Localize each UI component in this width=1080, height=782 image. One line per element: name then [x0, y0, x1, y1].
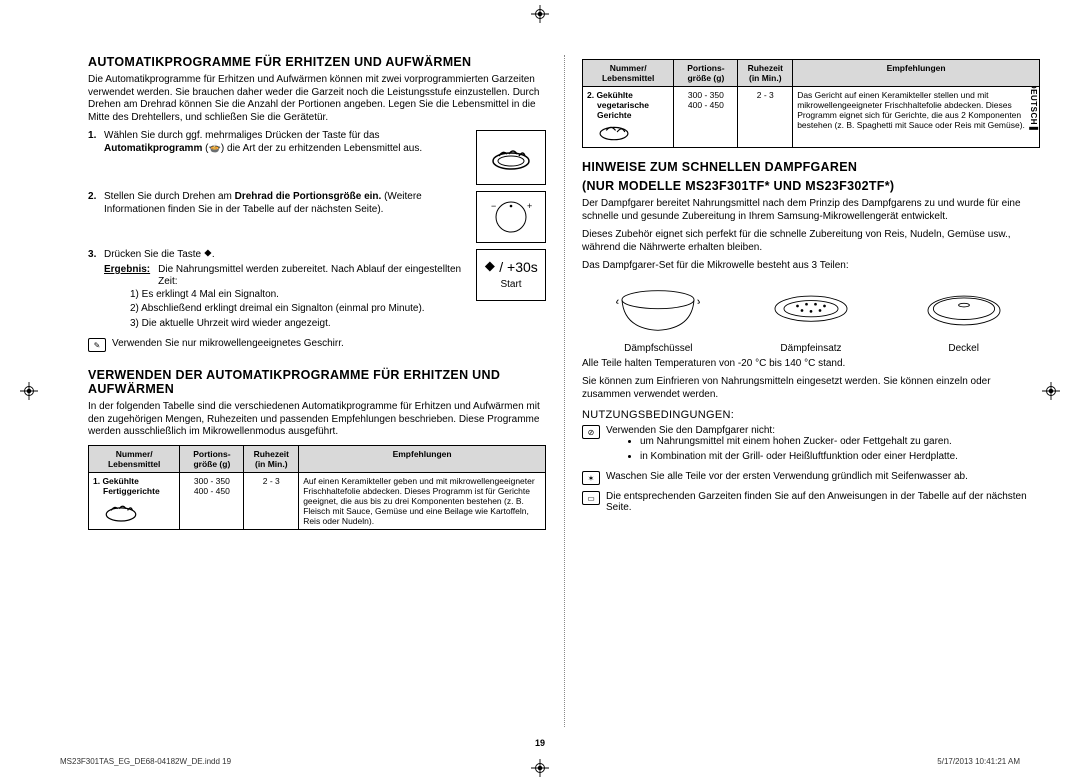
steam-label-1: Dämpfschüssel — [613, 343, 703, 354]
result-label: Ergebnis: — [104, 264, 150, 289]
th-portion: Portions- größe (g) — [674, 60, 738, 87]
steam-p4: Alle Teile halten Temperaturen von -20 °… — [582, 358, 1040, 371]
usage-1a: um Nahrungsmittel mit einem hohen Zucker… — [640, 436, 1040, 449]
note-text: Verwenden Sie nur mikrowellengeeignetes … — [112, 338, 344, 349]
row-portion-a: 300 - 350 — [184, 476, 239, 486]
steam-p5: Sie können zum Einfrieren von Nahrungsmi… — [582, 376, 1040, 401]
usage-note-2: ✶ Waschen Sie alle Teile vor der ersten … — [582, 471, 1040, 485]
heading-usage: NUTZUNGSBEDINGUNGEN: — [582, 409, 1040, 421]
step-3: Drücken Sie die Taste ⯁. Ergebnis: Die N… — [104, 249, 546, 332]
th-rec: Empfehlungen — [299, 445, 546, 472]
row2-label-c: Gerichte — [587, 110, 669, 120]
usage-note-3: ▭ Die entsprechenden Garzeiten finden Si… — [582, 491, 1040, 513]
steam-p3: Das Dampfgarer-Set für die Mikrowelle be… — [582, 260, 1040, 273]
footer-left: MS23F301TAS_EG_DE68-04182W_DE.indd 19 — [60, 757, 231, 766]
row-rest: 2 - 3 — [244, 472, 299, 529]
page-number: 19 — [535, 738, 545, 748]
row-portion-b: 400 - 450 — [184, 486, 239, 496]
row2-label-b: vegetarische — [587, 100, 669, 110]
auto-program-button-icon — [476, 130, 546, 185]
steam-p2: Dieses Zubehör eignet sich perfekt für d… — [582, 229, 1040, 254]
right-column: Nummer/ Lebensmittel Portions- größe (g)… — [582, 55, 1040, 727]
th-rest: Ruhezeit (in Min.) — [738, 60, 793, 87]
steam-lid-icon — [919, 283, 1009, 338]
table-row: 2. Gekühlte vegetarische Gerichte 300 - … — [583, 87, 1040, 148]
start-button-icon: ⯁ / +30s Start — [476, 249, 546, 301]
result-sub-2: 2) Abschließend erklingt dreimal ein Sig… — [130, 303, 468, 316]
usage-note-1: ⊘ Verwenden Sie den Dampfgarer nicht: um… — [582, 425, 1040, 465]
prohibit-icon: ⊘ — [582, 425, 600, 439]
step-2: Stellen Sie durch Drehen am Drehrad die … — [104, 191, 546, 243]
step-2-bold: Drehrad die Portionsgröße ein. — [235, 191, 382, 202]
row2-rest: 2 - 3 — [738, 87, 793, 148]
usage-3-text: Die entsprechenden Garzeiten finden Sie … — [606, 491, 1040, 513]
row-label-b: Fertiggerichte — [93, 486, 175, 496]
note-icon: ✎ — [88, 338, 106, 352]
row2-portion-b: 400 - 450 — [678, 100, 733, 110]
result-sub-1: 1) Es erklingt 4 Mal ein Signalton. — [130, 289, 468, 302]
steamer-parts: Dämpfschüssel Dämpfeinsatz Deckel — [582, 283, 1040, 354]
table-row: 1. Gekühlte Fertiggerichte 300 - 350 400… — [89, 472, 546, 529]
result-sub-3: 3) Die aktuelle Uhrzeit wird wieder ange… — [130, 318, 468, 331]
usage-1-text: Verwenden Sie den Dampfgarer nicht: — [606, 425, 1040, 436]
start-icon-bottom: Start — [500, 279, 521, 292]
footer-right: 5/17/2013 10:41:21 AM — [937, 757, 1020, 766]
step-1-text-pre: Wählen Sie durch ggf. mehrmaliges Drücke… — [104, 130, 380, 141]
heading-steam-a: HINWEISE ZUM SCHNELLEN DAMPFGAREN — [582, 160, 1040, 174]
result-text: Die Nahrungsmittel werden zubereitet. Na… — [158, 264, 468, 289]
step-2-text-pre: Stellen Sie durch Drehen am — [104, 191, 235, 202]
step-1-text-post: (🍲) die Art der zu erhitzenden Lebensmit… — [202, 143, 422, 154]
heading-auto-programs: AUTOMATIKPROGRAMME FÜR ERHITZEN UND AUFW… — [88, 55, 546, 69]
row2-rec: Das Gericht auf einen Keramikteller stel… — [793, 87, 1040, 148]
row-rec: Auf einen Keramikteller geben und mit mi… — [299, 472, 546, 529]
th-portion: Portions- größe (g) — [180, 445, 244, 472]
heading-steam-b: (NUR MODELLE MS23F301TF* UND MS23F302TF*… — [582, 179, 1040, 193]
th-rest: Ruhezeit (in Min.) — [244, 445, 299, 472]
step-1: Wählen Sie durch ggf. mehrmaliges Drücke… — [104, 130, 546, 185]
row-label-a: 1. Gekühlte — [93, 476, 175, 486]
crop-mark-icon — [20, 382, 38, 400]
crop-mark-icon — [1042, 382, 1060, 400]
wash-icon: ✶ — [582, 471, 600, 485]
steam-label-2: Dämpfeinsatz — [766, 343, 856, 354]
table-ref-icon: ▭ — [582, 491, 600, 505]
dish-icon — [103, 500, 139, 524]
th-food: Nummer/ Lebensmittel — [583, 60, 674, 87]
svg-text:+: + — [527, 201, 532, 211]
usage-2-text: Waschen Sie alle Teile vor der ersten Ve… — [606, 471, 1040, 482]
dial-icon: −+ — [476, 191, 546, 243]
veg-dish-icon — [597, 122, 631, 142]
steam-bowl-icon — [613, 283, 703, 338]
left-column: AUTOMATIKPROGRAMME FÜR ERHITZEN UND AUFW… — [88, 55, 546, 727]
programs-table-1: Nummer/ Lebensmittel Portions- größe (g)… — [88, 445, 546, 530]
using-programs-paragraph: In der folgenden Tabelle sind die versch… — [88, 401, 546, 439]
steam-label-3: Deckel — [919, 343, 1009, 354]
note-dishes: ✎ Verwenden Sie nur mikrowellengeeignete… — [88, 338, 546, 352]
step-3-text: Drücken Sie die Taste ⯁. — [104, 249, 468, 262]
row2-portion-a: 300 - 350 — [678, 90, 733, 100]
intro-paragraph: Die Automatikprogramme für Erhitzen und … — [88, 74, 546, 124]
programs-table-2: Nummer/ Lebensmittel Portions- größe (g)… — [582, 59, 1040, 148]
crop-mark-icon — [531, 5, 549, 23]
print-footer: MS23F301TAS_EG_DE68-04182W_DE.indd 19 5/… — [60, 757, 1020, 766]
steam-p1: Der Dampfgarer bereitet Nahrungsmittel n… — [582, 198, 1040, 223]
row2-label-a: 2. Gekühlte — [587, 90, 669, 100]
usage-1b: in Kombination mit der Grill- oder Heißl… — [640, 451, 1040, 464]
column-divider — [564, 55, 565, 727]
svg-text:−: − — [491, 201, 496, 211]
heading-using-programs: VERWENDEN DER AUTOMATIKPROGRAMME FÜR ERH… — [88, 368, 546, 396]
steam-insert-icon — [766, 283, 856, 338]
start-icon-top: ⯁ / +30s — [484, 259, 538, 277]
th-rec: Empfehlungen — [793, 60, 1040, 87]
th-food: Nummer/ Lebensmittel — [89, 445, 180, 472]
step-1-bold: Automatikprogramm — [104, 143, 202, 154]
